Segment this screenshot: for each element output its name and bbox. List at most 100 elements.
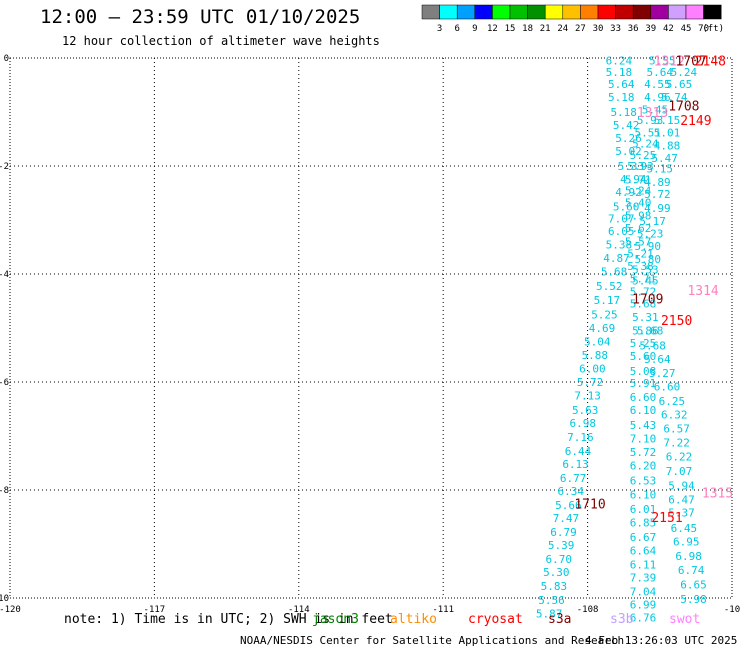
- wave-height-point: 6.76: [630, 611, 657, 624]
- wave-height-point: 6.85: [630, 516, 657, 529]
- wave-height-point: 5.87: [536, 608, 563, 621]
- wave-height-point: 5.91: [630, 377, 657, 390]
- wave-height-point: 5.08: [630, 365, 657, 378]
- data-points: 6.245.185.645.185.185.425.265.025.334.94…: [536, 55, 707, 625]
- wave-height-point: 6.67: [630, 531, 657, 544]
- y-tick-label: -6: [0, 378, 9, 388]
- wave-height-point: 4.69: [589, 322, 616, 335]
- wave-height-point: 6.64: [630, 544, 657, 557]
- wave-height-point: 5.56: [538, 594, 565, 607]
- time-label: 1315: [702, 487, 733, 502]
- wave-height-point: 7.22: [663, 436, 690, 449]
- footer-note: note: 1) Time is in UTC; 2) SWH is in fe…: [64, 612, 393, 627]
- x-tick-label: -10: [724, 605, 740, 615]
- wave-height-point: 5.47: [651, 152, 678, 165]
- y-tick-label: -8: [0, 486, 9, 496]
- x-tick-label: -114: [288, 605, 310, 615]
- wave-height-point: 6.20: [630, 460, 657, 473]
- scale-label: 30: [593, 24, 604, 34]
- wave-height-point: 5.72: [644, 188, 671, 201]
- wave-height-point: 6.44: [565, 445, 592, 458]
- wave-height-point: 5.64: [608, 78, 635, 91]
- scale-swatch-2: [456, 4, 476, 20]
- wave-height-point: 6.10: [630, 488, 657, 501]
- wave-height-point: 5.04: [584, 336, 611, 349]
- time-label: 1710: [574, 498, 605, 513]
- wave-height-point: 5.98: [625, 210, 652, 223]
- wave-height-point: 5.80: [635, 253, 662, 266]
- wave-height-point: 6.13: [562, 458, 589, 471]
- axis-ticks: -120 -117 -114 -111 -108 -10 0 -2 -4 -6 -8 -10: [0, 54, 740, 615]
- scale-label: 27: [575, 24, 586, 34]
- wave-height-point: 6.10: [630, 404, 657, 417]
- scale-label: 18: [522, 24, 533, 34]
- wave-height-point: 5.83: [541, 580, 568, 593]
- wave-height-point: 5.72: [630, 446, 657, 459]
- wave-height-point: 5.01: [654, 127, 681, 140]
- scale-swatch-10: [597, 4, 616, 20]
- wave-height-point: 5.15: [654, 114, 681, 127]
- wave-height-point: 5.18: [606, 66, 633, 79]
- scale-label: 42: [663, 24, 674, 34]
- scale-label: 6: [454, 24, 459, 34]
- wave-height-point: 5.38: [627, 260, 654, 273]
- legend-altiko: altiko: [390, 612, 437, 627]
- wave-height-point: 5.55: [649, 55, 676, 68]
- wave-height-point: 6.60: [654, 380, 681, 393]
- wave-height-point: 7.16: [567, 431, 594, 444]
- wave-height-point: 5.52: [596, 280, 623, 293]
- legend-jason3: jason3: [312, 612, 359, 627]
- scale-label: 33: [610, 24, 621, 34]
- wave-height-point: 5.72: [630, 285, 657, 298]
- wave-height-point: 5.42: [613, 119, 640, 132]
- wave-height-point: 5.98: [680, 593, 707, 606]
- scale-swatch-15: [685, 4, 704, 20]
- wave-height-point: 5.21: [627, 247, 654, 260]
- wave-height-point: 5.68: [639, 339, 666, 352]
- scale-label: 12: [487, 24, 498, 34]
- scale-label: 39: [645, 24, 656, 34]
- wave-height-point: 5.53: [632, 264, 659, 277]
- wave-height-point: 6.98: [675, 550, 702, 563]
- wave-height-point: 5.17: [594, 294, 621, 307]
- wave-height-point: 5.25: [630, 337, 657, 350]
- wave-height-point: 5.51: [635, 127, 662, 140]
- y-tick-label: -2: [0, 162, 9, 172]
- x-tick-label: -117: [144, 605, 166, 615]
- wave-height-point: 5.68: [637, 325, 664, 338]
- plot-grid: [9, 57, 733, 599]
- scale-swatch-12: [632, 4, 652, 20]
- wave-height-point: 5.02: [615, 145, 642, 158]
- chart-title: 12:00 – 23:59 UTC 01/10/2025: [40, 6, 361, 28]
- wave-height-point: 5.60: [630, 350, 657, 363]
- chart-subtitle: 12 hour collection of altimeter wave hei…: [62, 34, 380, 48]
- scale-swatch-5: [509, 4, 528, 20]
- scale-swatch-13: [650, 4, 669, 20]
- time-label: 1312: [654, 55, 685, 70]
- wave-height-point: 7.13: [574, 390, 601, 403]
- wave-height-point: 5.68: [630, 298, 657, 311]
- wave-height-point: 4.87: [603, 252, 630, 265]
- wave-height-point: 6.00: [579, 363, 606, 376]
- wave-height-point: 6.45: [671, 522, 698, 535]
- footer-credit: NOAA/NESDIS Center for Satellite Applica…: [240, 634, 625, 647]
- wave-height-point: 6.99: [630, 598, 657, 611]
- wave-height-point: 5.27: [649, 367, 676, 380]
- scale-swatch-1: [439, 4, 458, 20]
- wave-height-point: 5.37: [668, 507, 695, 520]
- scale-swatch-14: [668, 4, 687, 20]
- wave-height-point: 5.45: [642, 103, 669, 116]
- wave-height-point: 7.39: [630, 571, 657, 584]
- scale-swatch-0: [421, 4, 440, 20]
- wave-height-point: 4.92: [615, 186, 642, 199]
- wave-height-point: 5.17: [639, 215, 666, 228]
- wave-height-point: 5.86: [632, 325, 659, 338]
- wave-height-point: 5.65: [666, 78, 693, 91]
- wave-height-point: 5.71: [625, 174, 652, 187]
- wave-height-point: 5.31: [632, 311, 659, 324]
- y-tick-label: -10: [0, 594, 9, 604]
- wave-height-point: 6.77: [560, 472, 587, 485]
- wave-height-point: 7.04: [630, 586, 657, 599]
- wave-height-point: 5.57: [625, 236, 652, 249]
